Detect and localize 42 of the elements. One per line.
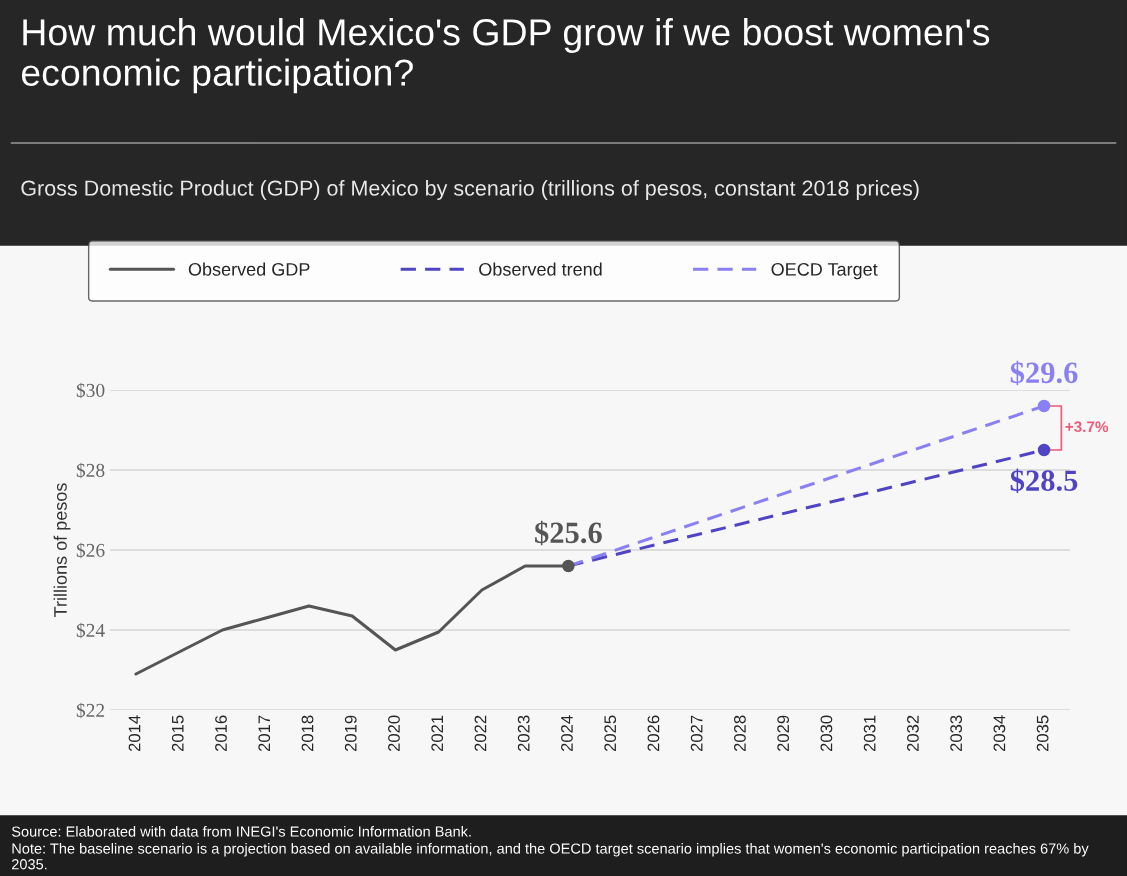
x-tick-label: 2027 <box>690 715 703 752</box>
x-tick-label: 2018 <box>301 715 314 752</box>
x-tick-label: 2016 <box>215 715 227 752</box>
legend-label: Observed trend <box>479 262 602 276</box>
x-tick-label: 2019 <box>344 715 357 752</box>
point <box>562 559 575 573</box>
y-tick-label: $24 <box>76 622 105 639</box>
y-tick-label: $30 <box>76 382 105 399</box>
x-tick-label: 2021 <box>431 715 444 752</box>
x-tick-label: 2017 <box>258 715 271 752</box>
annotation: +3.7% <box>1065 421 1109 433</box>
x-tick-label: 2035 <box>1036 715 1049 752</box>
x-tick-label: 2030 <box>820 715 833 752</box>
text: Note: The baseline scenario is a projection based on available information, and the OECD target scenario implies that women's economic participation reaches 67% by 2035. <box>12 843 1089 870</box>
legend-label: Observed GDP <box>188 262 310 276</box>
x-tick-label: 2032 <box>907 715 919 752</box>
x-tick-label: 2024 <box>561 715 573 752</box>
x-tick-label: 2023 <box>517 715 530 752</box>
chart-title: How much would Mexico's GDP grow if we boost women's economic participation? <box>21 18 990 94</box>
y-tick-label: $28 <box>76 462 105 479</box>
x-tick-label: 2034 <box>993 715 1006 752</box>
x-tick-label: 2020 <box>388 715 400 752</box>
data-label: $25.6 <box>535 520 602 546</box>
x-tick-label: 2015 <box>171 715 184 752</box>
x-tick-label: 2014 <box>128 715 141 752</box>
data-label: $28.5 <box>1010 468 1078 493</box>
x-tick-label: 2029 <box>777 715 790 752</box>
y-axis-title: Trillions of pesos <box>53 483 71 617</box>
point <box>1037 399 1051 413</box>
x-tick-label: 2022 <box>474 715 487 752</box>
x-tick-label: 2026 <box>647 715 660 752</box>
x-tick-label: 2033 <box>950 715 963 752</box>
x-tick-label: 2031 <box>863 715 876 752</box>
legend-label: OECD Target <box>771 262 878 280</box>
y-tick-label: $26 <box>76 542 105 559</box>
source-note: Source: Elaborated with data from INEGI's Economic Information Bank. <box>11 826 471 837</box>
y-tick-label: $22 <box>76 702 105 719</box>
chart-subtitle: Gross Domestic Product (GDP) of Mexico by scenario (trillions of pesos, constant 2018 prices) <box>21 179 919 201</box>
data-label: $29.6 <box>1010 360 1078 386</box>
point <box>1037 443 1051 457</box>
x-tick-label: 2025 <box>604 715 617 752</box>
x-tick-label: 2028 <box>734 715 746 752</box>
